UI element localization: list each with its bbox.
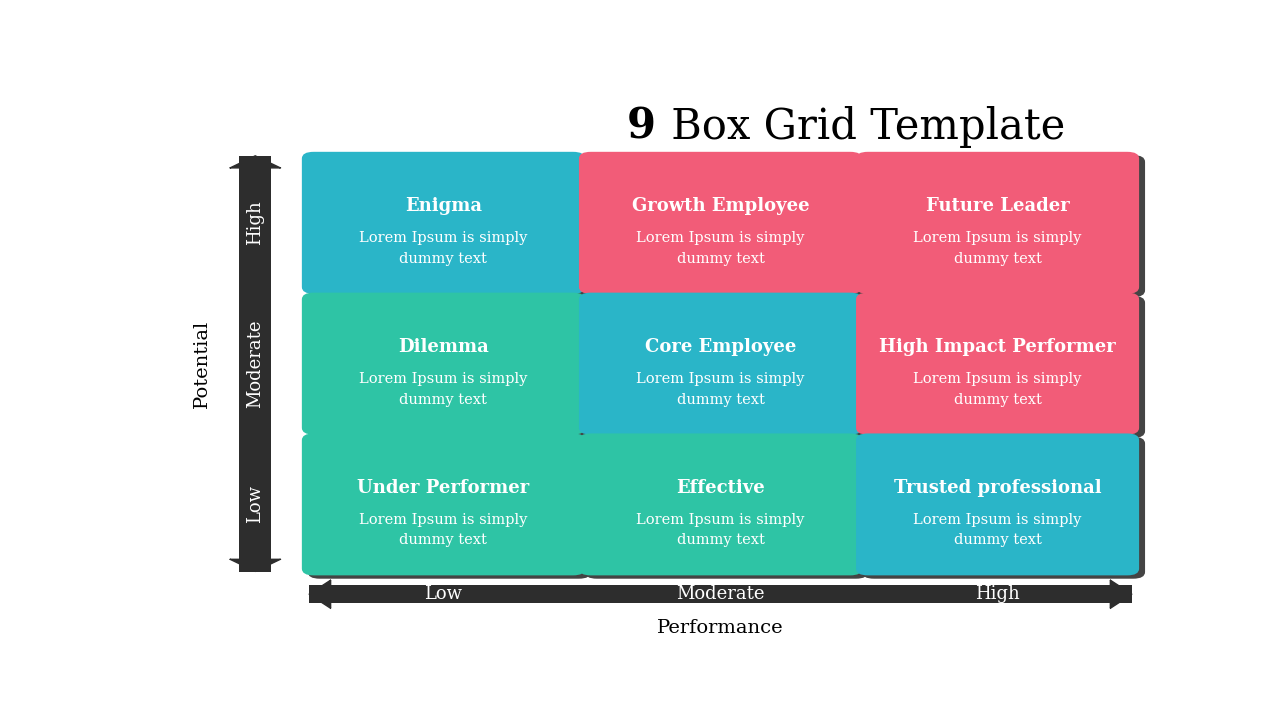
Text: Moderate: Moderate	[246, 320, 264, 408]
FancyBboxPatch shape	[585, 155, 868, 297]
Text: Future Leader: Future Leader	[925, 197, 1070, 215]
Text: Lorem Ipsum is simply
dummy text: Lorem Ipsum is simply dummy text	[914, 372, 1082, 407]
Text: Core Employee: Core Employee	[645, 338, 796, 356]
FancyBboxPatch shape	[302, 433, 585, 575]
FancyArrow shape	[230, 559, 280, 572]
FancyBboxPatch shape	[856, 433, 1139, 575]
FancyBboxPatch shape	[585, 296, 868, 438]
FancyBboxPatch shape	[308, 585, 1132, 603]
Text: Lorem Ipsum is simply
dummy text: Lorem Ipsum is simply dummy text	[636, 372, 805, 407]
Text: Lorem Ipsum is simply
dummy text: Lorem Ipsum is simply dummy text	[914, 231, 1082, 266]
Text: Lorem Ipsum is simply
dummy text: Lorem Ipsum is simply dummy text	[636, 513, 805, 547]
Text: Low: Low	[425, 585, 462, 603]
Text: Enigma: Enigma	[404, 197, 481, 215]
FancyBboxPatch shape	[579, 152, 861, 294]
FancyArrow shape	[230, 156, 280, 168]
Text: Lorem Ipsum is simply
dummy text: Lorem Ipsum is simply dummy text	[360, 231, 527, 266]
FancyArrow shape	[1110, 580, 1132, 608]
FancyBboxPatch shape	[307, 437, 591, 579]
Text: High: High	[975, 585, 1020, 603]
FancyBboxPatch shape	[861, 155, 1146, 297]
FancyBboxPatch shape	[856, 152, 1139, 294]
Text: Under Performer: Under Performer	[357, 479, 530, 497]
FancyBboxPatch shape	[579, 292, 861, 435]
FancyBboxPatch shape	[239, 156, 271, 572]
FancyBboxPatch shape	[302, 152, 585, 294]
Text: Dilemma: Dilemma	[398, 338, 489, 356]
Text: Performance: Performance	[657, 619, 783, 637]
FancyBboxPatch shape	[302, 292, 585, 435]
Text: Lorem Ipsum is simply
dummy text: Lorem Ipsum is simply dummy text	[360, 372, 527, 407]
FancyBboxPatch shape	[579, 433, 861, 575]
Text: Lorem Ipsum is simply
dummy text: Lorem Ipsum is simply dummy text	[636, 231, 805, 266]
Text: Moderate: Moderate	[676, 585, 764, 603]
FancyBboxPatch shape	[585, 437, 868, 579]
Text: Growth Employee: Growth Employee	[631, 197, 809, 215]
FancyBboxPatch shape	[307, 155, 591, 297]
Text: Trusted professional: Trusted professional	[893, 479, 1101, 497]
FancyBboxPatch shape	[856, 292, 1139, 435]
Text: Low: Low	[246, 485, 264, 523]
Text: High: High	[246, 200, 264, 245]
Text: Lorem Ipsum is simply
dummy text: Lorem Ipsum is simply dummy text	[360, 513, 527, 547]
FancyBboxPatch shape	[861, 296, 1146, 438]
Text: Effective: Effective	[676, 479, 765, 497]
FancyBboxPatch shape	[861, 437, 1146, 579]
Text: 9: 9	[627, 106, 657, 148]
Text: Lorem Ipsum is simply
dummy text: Lorem Ipsum is simply dummy text	[914, 513, 1082, 547]
Text: High Impact Performer: High Impact Performer	[879, 338, 1116, 356]
Text: Box Grid Template: Box Grid Template	[658, 106, 1065, 148]
FancyArrow shape	[308, 580, 330, 608]
Text: Potential: Potential	[193, 320, 211, 408]
FancyBboxPatch shape	[307, 296, 591, 438]
